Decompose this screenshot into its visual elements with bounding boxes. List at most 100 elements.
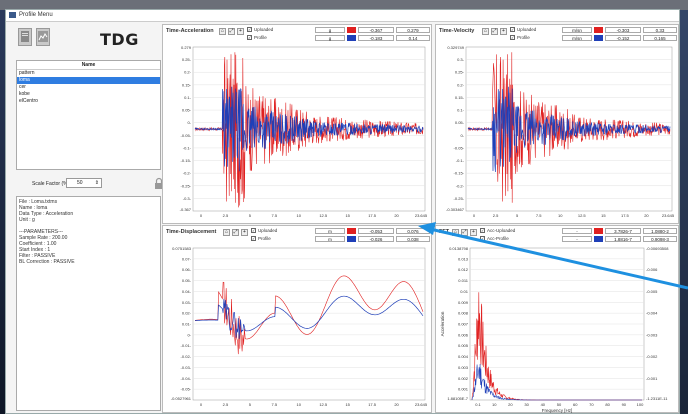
panel-time-displacement: Time-Displacement ⌂ ⤢ + ✓ Uploaded ✓ Profile m m -… xyxy=(162,225,432,413)
y-tick-label: 0.005 xyxy=(458,343,469,348)
info-line: Start Index : 1 xyxy=(19,247,51,253)
y-tick-label: -0.03- xyxy=(181,365,192,370)
y-axis-bottom-label: -0.303467 xyxy=(446,207,465,212)
y-tick-label: 0.01 xyxy=(460,289,469,294)
uploaded-color-swatch[interactable] xyxy=(594,27,603,33)
x-tick-label: 12.5 xyxy=(578,213,587,218)
x-tick-label: 7.5 xyxy=(272,213,278,218)
chart-file-icon[interactable] xyxy=(36,28,50,46)
x-tick-label: 5 xyxy=(516,213,519,218)
profile-min-field: -0.183 xyxy=(358,35,394,41)
lock-icon[interactable] xyxy=(154,177,164,190)
x-tick-label: 23.645 xyxy=(415,213,428,218)
y-axis-bottom-label: -0.367 xyxy=(180,207,192,212)
uploaded-series xyxy=(194,275,424,355)
y-tick-label: -0.2- xyxy=(456,183,465,188)
chart-plot[interactable]: 0.0138798 0.013 0.012 0.011 0.01 0.009 0.008 0.… xyxy=(436,226,680,414)
x-tick-label: 17.5 xyxy=(621,213,630,218)
home-icon[interactable]: ⌂ xyxy=(219,28,226,35)
info-line: BL Correction : PASSIVE xyxy=(19,259,75,265)
zoom-icon[interactable]: ⤢ xyxy=(232,229,239,236)
scale-factor-value: 50 xyxy=(77,180,83,186)
y2-tick-label: -0.006 xyxy=(646,267,658,272)
uploaded-unit-field: g xyxy=(315,27,345,33)
uploaded-min-field: -0.303 xyxy=(605,27,641,33)
uploaded-unit-field: m/sn xyxy=(562,27,592,33)
open-file-icon[interactable] xyxy=(18,28,32,46)
scale-factor-label: Scale Factor (%) xyxy=(32,181,70,187)
profile-max-field: 0.14 xyxy=(396,35,430,41)
y-tick-label: 0.3- xyxy=(457,57,465,62)
y2-tick-label: -0.003 xyxy=(646,332,658,337)
x-axis-label: Frequency [Hz] xyxy=(542,408,573,413)
y-axis-top-label: 0.0138798 xyxy=(449,246,469,251)
home-icon[interactable]: ⌂ xyxy=(223,229,230,236)
y2-tick-label: -0.005 xyxy=(646,289,658,294)
list-item[interactable]: elCentro xyxy=(19,98,38,104)
y-tick-label: -0.15- xyxy=(181,158,192,163)
zoom-icon[interactable]: ⤢ xyxy=(491,28,498,35)
info-line: Filter : PASSIVE xyxy=(19,253,56,259)
profile-menu-window: Profile Menu TDG Name pattern loma cer k… xyxy=(5,9,680,414)
y-tick-label: -0.15- xyxy=(454,171,465,176)
y2-axis-top-label: -0.00693508 xyxy=(646,246,669,251)
profile-series xyxy=(195,295,424,339)
chart-plot[interactable]: 0.329749 0.3- 0.25- 0.2- 0.15- 0.1- 0.05- 0- -0.… xyxy=(436,25,680,225)
add-icon[interactable]: + xyxy=(237,28,244,35)
y-tick-label: -0.05- xyxy=(181,387,192,392)
uploaded-color-swatch[interactable] xyxy=(347,27,356,33)
x-tick-label: 15 xyxy=(345,402,350,407)
panel-title: Time-Acceleration xyxy=(166,28,214,34)
chart-plot[interactable]: 0.279 0.25- 0.2- 0.15- 0.1- 0.05- 0- -0.05- -0.1… xyxy=(163,25,433,225)
uploaded-max-field: 0.33 xyxy=(643,27,677,33)
title-bar: Profile Menu xyxy=(6,10,679,22)
x-tick-label: 7.5 xyxy=(536,213,542,218)
profile-color-swatch[interactable] xyxy=(347,236,356,242)
x-tick-label: 10 xyxy=(492,402,497,407)
y-tick-label: 0- xyxy=(187,120,191,125)
home-icon[interactable]: ⌂ xyxy=(482,28,489,35)
y-tick-label: 0.011 xyxy=(458,278,468,283)
list-item[interactable]: cer xyxy=(19,84,26,90)
window-title: Profile Menu xyxy=(19,12,53,18)
y-tick-label: 0.25- xyxy=(182,57,192,62)
uploaded-min-field: -0.053 xyxy=(358,228,394,234)
spin-arrows-icon[interactable]: ⇕ xyxy=(94,180,99,186)
y-axis-label: Acceleration xyxy=(440,311,445,336)
uploaded-checkbox[interactable]: ✓ xyxy=(251,228,256,233)
uploaded-color-swatch[interactable] xyxy=(347,228,356,234)
y-tick-label: 0.004 xyxy=(458,354,469,359)
chart-plot[interactable]: 0.0751583 0.07- 0.06- 0.05- 0.04- 0.03- 0.02- 0… xyxy=(163,226,433,414)
list-item[interactable]: pattern xyxy=(19,70,35,76)
uploaded-checkbox[interactable]: ✓ xyxy=(247,27,252,32)
x-tick-label: 12.5 xyxy=(319,213,328,218)
add-icon[interactable]: + xyxy=(241,229,248,236)
scale-factor-spinbox[interactable]: 50 ⇕ xyxy=(66,178,102,188)
y-tick-label: 0.15- xyxy=(455,95,465,100)
info-line: Unit : g xyxy=(19,217,35,223)
profile-color-swatch[interactable] xyxy=(347,35,356,41)
y-tick-label: 0.013 xyxy=(458,256,469,261)
profile-list: Name pattern loma cer kobe elCentro xyxy=(16,60,161,170)
profile-min-field: -0.026 xyxy=(358,236,394,242)
x-tick-label: 15 xyxy=(601,213,606,218)
list-item[interactable]: kobe xyxy=(19,91,30,97)
x-tick-label: 80 xyxy=(605,402,610,407)
app-icon xyxy=(9,12,16,18)
profile-color-swatch[interactable] xyxy=(594,35,603,41)
uploaded-checkbox[interactable]: ✓ xyxy=(510,27,515,32)
y2-tick-label: -0.001 xyxy=(646,376,658,381)
profile-checkbox[interactable]: ✓ xyxy=(247,35,252,40)
zoom-icon[interactable]: ⤢ xyxy=(228,28,235,35)
x-tick-label: 2.5 xyxy=(223,402,229,407)
list-item-selected[interactable]: loma xyxy=(17,77,160,84)
y-tick-label: -0.04- xyxy=(181,376,192,381)
profile-checkbox[interactable]: ✓ xyxy=(251,236,256,241)
y-tick-label: -0.2- xyxy=(183,171,192,176)
x-tick-label: 0 xyxy=(200,402,203,407)
profile-checkbox[interactable]: ✓ xyxy=(510,35,515,40)
y-tick-label: 0- xyxy=(460,133,464,138)
y-tick-label: 0.007 xyxy=(458,322,469,327)
add-icon[interactable]: + xyxy=(500,28,507,35)
y-tick-label: 0.002 xyxy=(458,376,469,381)
